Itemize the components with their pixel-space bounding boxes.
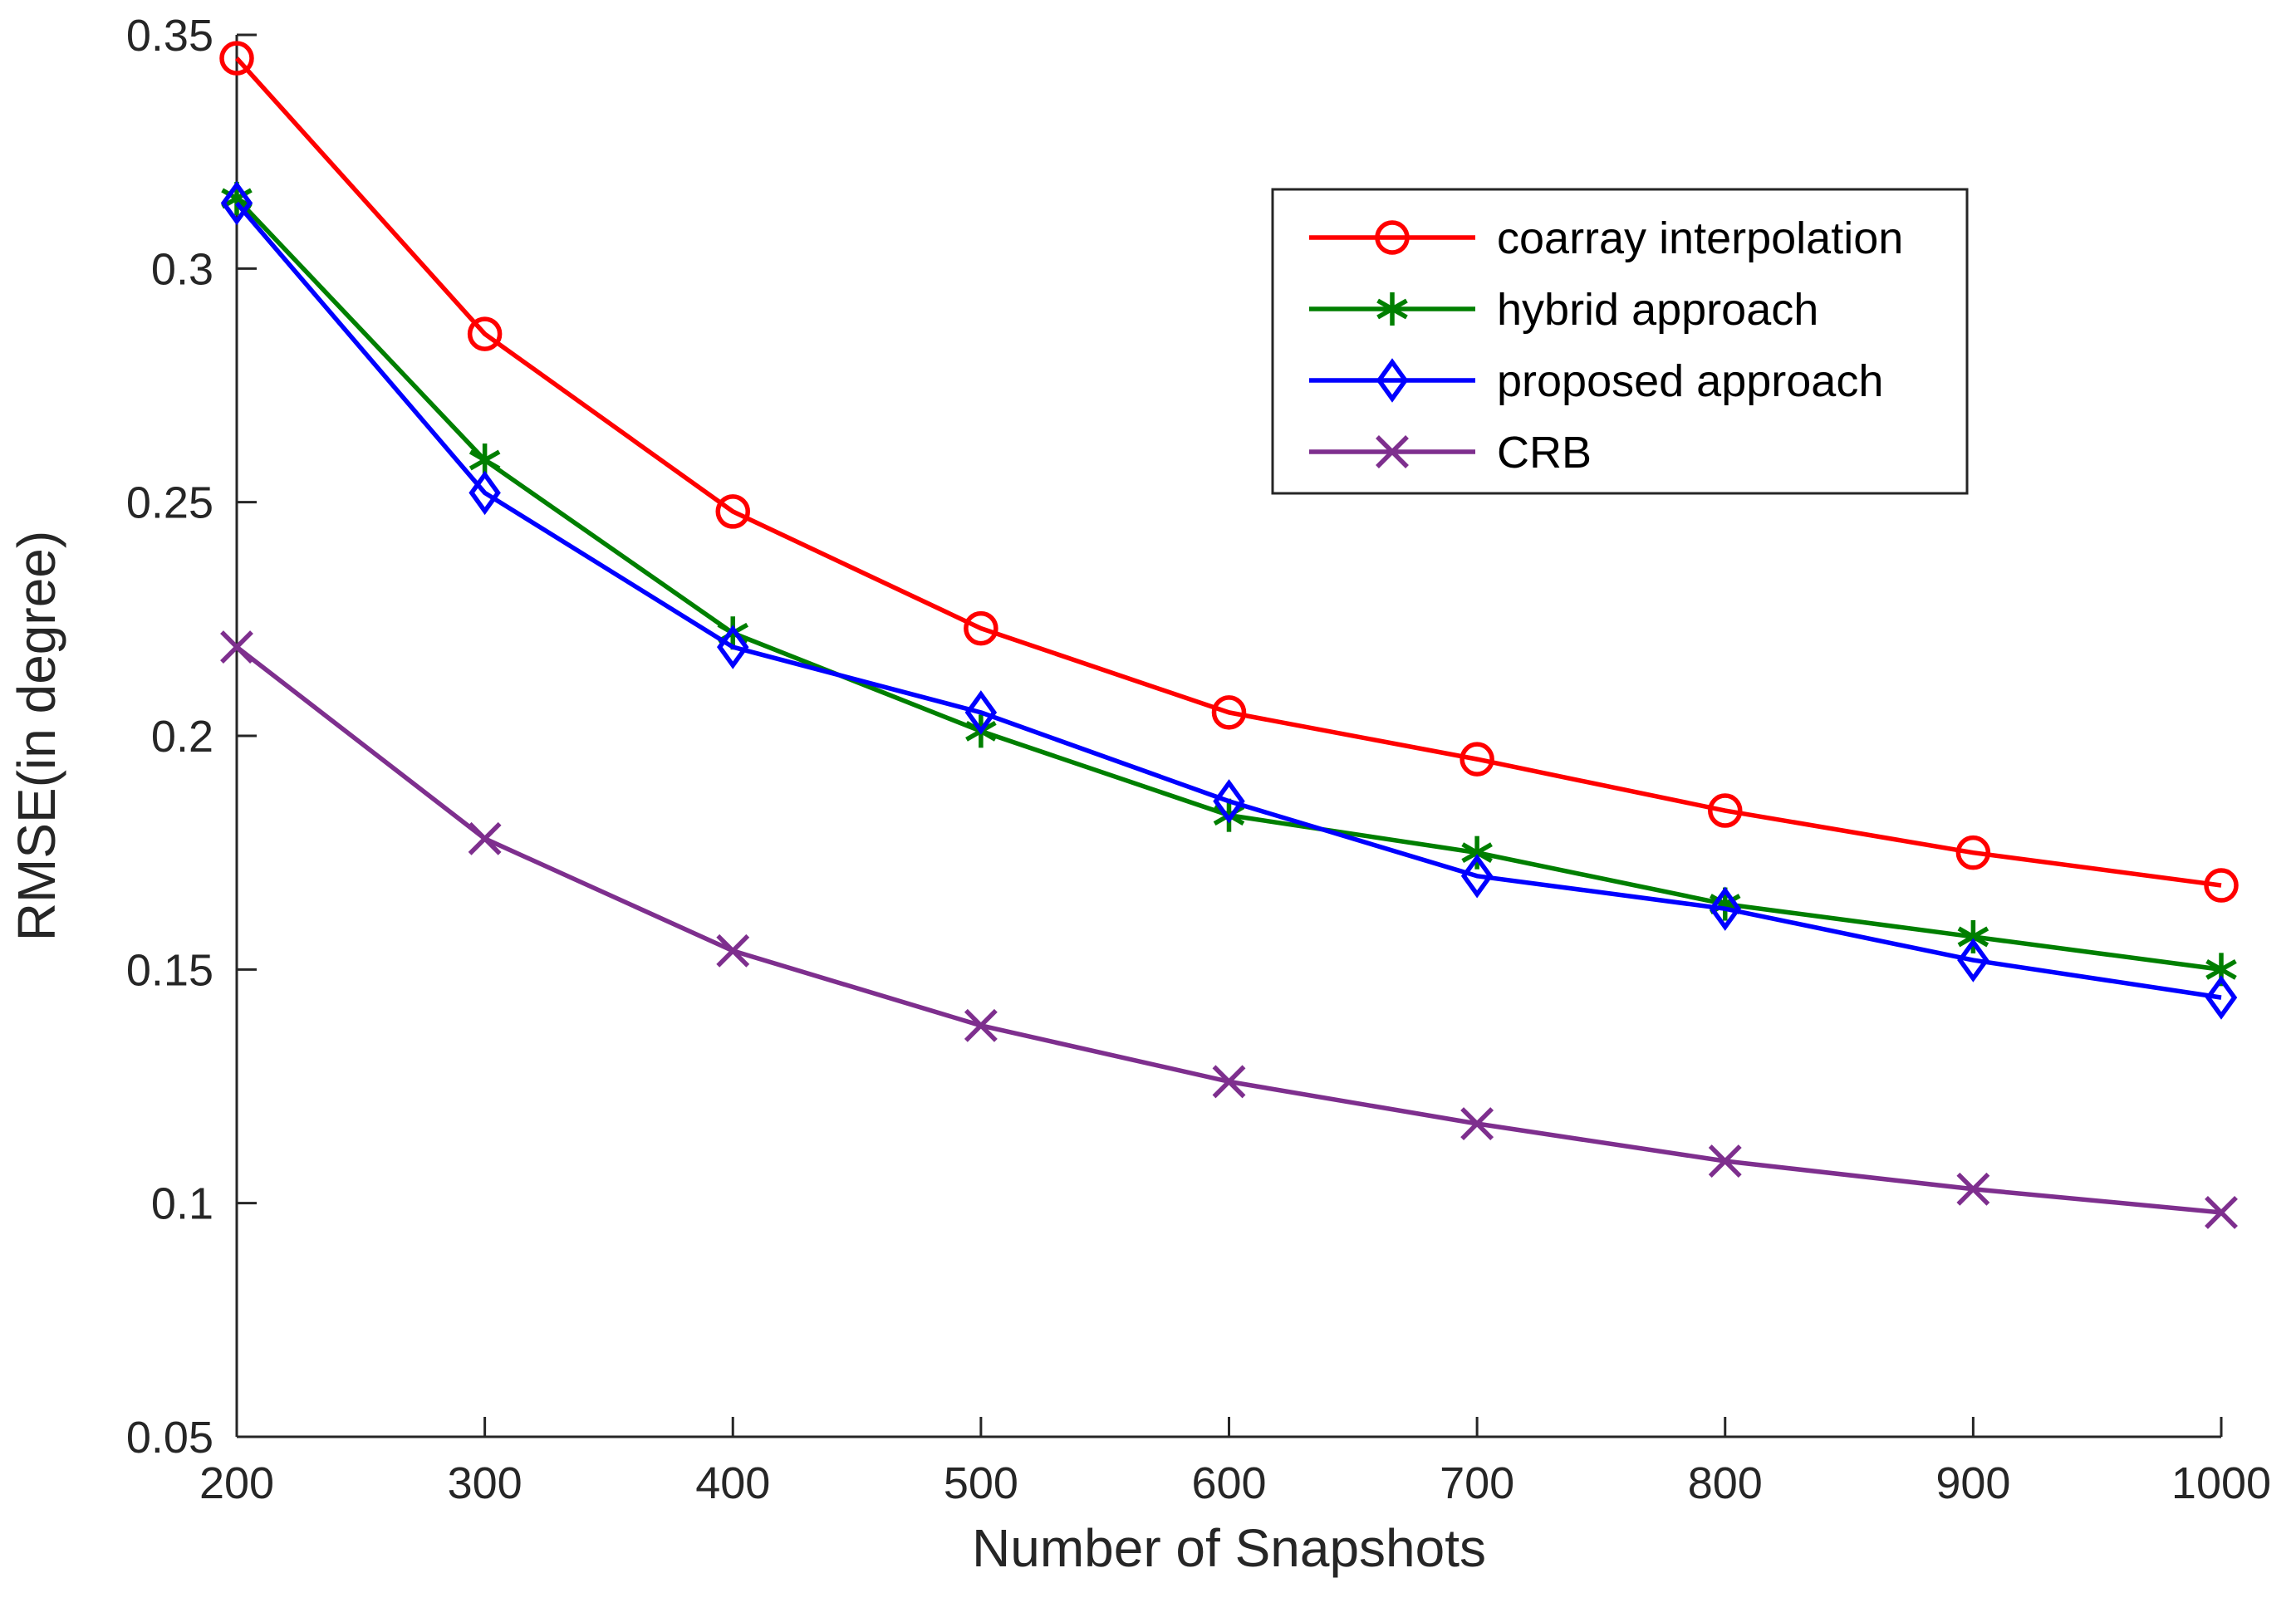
data-point-coarray-interpolation bbox=[1211, 695, 1247, 730]
y-axis-title: RMSE(in degree) bbox=[7, 531, 66, 941]
data-point-proposed-approach bbox=[1709, 886, 1741, 931]
y-tick-label: 0.35 bbox=[126, 11, 213, 61]
x-tick-label: 200 bbox=[199, 1458, 274, 1508]
data-point-crb bbox=[1460, 1107, 1494, 1140]
legend-entry-coarray-interpolation: coarray interpolation bbox=[1309, 213, 1903, 263]
x-tick-label: 800 bbox=[1688, 1458, 1763, 1508]
x-tick-label: 500 bbox=[944, 1458, 1018, 1508]
data-point-crb bbox=[1956, 1172, 1990, 1206]
series-hybrid-approach bbox=[221, 181, 2237, 987]
data-point-coarray-interpolation bbox=[715, 494, 750, 529]
data-point-coarray-interpolation bbox=[467, 316, 503, 351]
y-tick-label: 0.2 bbox=[151, 712, 213, 762]
data-point-proposed-approach bbox=[469, 470, 501, 516]
y-tick-label: 0.3 bbox=[151, 244, 213, 294]
data-point-proposed-approach bbox=[717, 625, 749, 669]
x-axis-title: Number of Snapshots bbox=[972, 1518, 1486, 1578]
data-point-crb bbox=[1708, 1144, 1742, 1178]
data-point-crb bbox=[716, 934, 750, 968]
data-point-proposed-approach bbox=[2205, 975, 2238, 1020]
x-tick-label: 700 bbox=[1440, 1458, 1514, 1508]
legend-marker-crb bbox=[1376, 435, 1409, 468]
legend-label-coarray-interpolation: coarray interpolation bbox=[1497, 213, 1903, 263]
data-point-coarray-interpolation bbox=[1460, 742, 1494, 777]
series-proposed-approach bbox=[220, 180, 2238, 1020]
legend-label-proposed-approach: proposed approach bbox=[1497, 356, 1883, 406]
data-point-coarray-interpolation bbox=[964, 610, 998, 646]
data-point-proposed-approach bbox=[220, 180, 253, 226]
data-point-crb bbox=[1212, 1065, 1246, 1099]
series-line-proposed-approach bbox=[234, 201, 2222, 1000]
series-group bbox=[219, 41, 2239, 1229]
data-point-crb bbox=[468, 821, 502, 855]
data-point-crb bbox=[220, 630, 253, 664]
legend-entry-crb: CRB bbox=[1309, 428, 1592, 478]
x-tick-label: 1000 bbox=[2171, 1458, 2271, 1508]
legend: coarray interpolation hybrid approach prop… bbox=[1271, 188, 1969, 495]
data-point-coarray-interpolation bbox=[2204, 868, 2239, 903]
data-point-crb bbox=[2205, 1195, 2238, 1229]
legend-entry-proposed-approach: proposed approach bbox=[1309, 356, 1883, 406]
data-point-proposed-approach bbox=[1460, 854, 1494, 899]
legend-marker-proposed-approach bbox=[1376, 358, 1409, 403]
data-point-proposed-approach bbox=[1957, 938, 1989, 983]
data-point-proposed-approach bbox=[964, 690, 998, 735]
axes: 200 300 400 500 600 700 800 900 1000 0.05 0.1 0.15 0… bbox=[7, 11, 2271, 1578]
x-tick-label: 300 bbox=[448, 1458, 522, 1508]
legend-label-crb: CRB bbox=[1497, 428, 1592, 478]
y-tick-label: 0.15 bbox=[126, 945, 213, 995]
series-line-coarray-interpolation bbox=[234, 56, 2222, 888]
data-point-coarray-interpolation bbox=[219, 41, 254, 76]
legend-box bbox=[1271, 188, 1969, 495]
data-point-crb bbox=[964, 1008, 998, 1042]
data-point-coarray-interpolation bbox=[1708, 793, 1743, 828]
x-tick-label: 900 bbox=[1935, 1458, 2010, 1508]
legend-entry-hybrid-approach: hybrid approach bbox=[1309, 285, 1818, 335]
y-tick-label: 0.25 bbox=[126, 478, 213, 528]
series-crb bbox=[220, 630, 2238, 1229]
x-tick-label: 600 bbox=[1191, 1458, 1266, 1508]
data-point-hybrid-approach bbox=[1957, 919, 1989, 953]
series-coarray-interpolation bbox=[219, 41, 2239, 903]
data-point-hybrid-approach bbox=[1461, 836, 1493, 870]
legend-marker-coarray-interpolation bbox=[1375, 220, 1410, 255]
legend-marker-hybrid-approach bbox=[1376, 292, 1408, 326]
y-tick-label: 0.05 bbox=[126, 1413, 213, 1463]
data-point-proposed-approach bbox=[1213, 779, 1245, 824]
data-point-coarray-interpolation bbox=[1955, 835, 1991, 870]
y-tick-label: 0.1 bbox=[151, 1179, 213, 1229]
x-tick-label: 400 bbox=[695, 1458, 770, 1508]
legend-label-hybrid-approach: hybrid approach bbox=[1497, 285, 1818, 335]
